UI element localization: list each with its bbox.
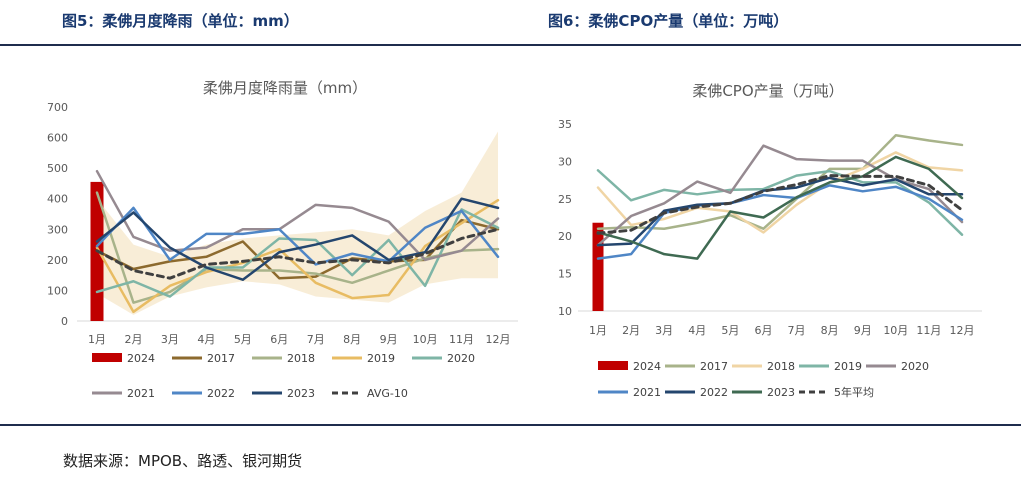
rain-series-line-2022 [95, 206, 500, 266]
rain-x-tick-label: 2月 [124, 333, 142, 346]
cpo-x-tick-label: 4月 [688, 324, 706, 337]
rain-legend-label: 2022 [207, 387, 235, 400]
rain-x-tick-label: 5月 [234, 333, 252, 346]
rain-x-tick-label: 8月 [343, 333, 361, 346]
cpo-legend-swatch [598, 361, 628, 370]
footer-divider [0, 424, 1021, 426]
rain-legend-label: 2020 [447, 352, 475, 365]
cpo-series-line-2023 [596, 155, 964, 260]
cpo-x-tick-label: 10月 [883, 324, 908, 337]
rain-legend-label: 2019 [367, 352, 395, 365]
cpo-legend-label: 2017 [700, 360, 728, 373]
rain-x-tick-label: 9月 [380, 333, 398, 346]
header-divider [0, 44, 1021, 46]
rain-legend-label: 2017 [207, 352, 235, 365]
rain-legend-label: 2021 [127, 387, 155, 400]
cpo-x-tick-label: 9月 [854, 324, 872, 337]
cpo-x-tick-label: 12月 [950, 324, 975, 337]
rain-legend-label: 2024 [127, 352, 155, 365]
rain-y-tick-label: 500 [47, 162, 68, 175]
rain-y-tick-label: 300 [47, 223, 68, 236]
rain-x-tick-label: 3月 [161, 333, 179, 346]
rain-y-tick-label: 200 [47, 254, 68, 267]
rain-x-tick-label: 6月 [270, 333, 288, 346]
cpo-legend-label: 2024 [633, 360, 661, 373]
rain-range-band [97, 131, 498, 315]
figure-5-title: 图5：柔佛月度降雨（单位：mm） [62, 12, 299, 30]
rain-x-tick-label: 4月 [197, 333, 215, 346]
rain-series-line-2023 [95, 197, 500, 281]
rain-y-tick-label: 600 [47, 132, 68, 145]
rain-y-tick-label: 0 [61, 315, 68, 328]
cpo-series-line-2019 [596, 169, 964, 236]
cpo-y-tick-label: 20 [558, 230, 572, 243]
cpo-legend-label: 2018 [767, 360, 795, 373]
cpo-legend-label: 2020 [901, 360, 929, 373]
rain-x-tick-label: 1月 [88, 333, 106, 346]
rain-chart-title: 柔佛月度降雨量（mm） [203, 79, 367, 97]
cpo-x-tick-label: 8月 [821, 324, 839, 337]
cpo-legend-label: 2022 [700, 386, 728, 399]
cpo-legend-label: 2019 [834, 360, 862, 373]
rain-y-tick-label: 400 [47, 193, 68, 206]
rain-y-tick-label: 700 [47, 101, 68, 114]
cpo-legend-label: 2021 [633, 386, 661, 399]
rain-series-line-2017 [95, 218, 500, 280]
cpo-series-line-2021 [596, 184, 964, 260]
rain-legend-swatch [92, 353, 122, 362]
rain-legend-label: 2018 [287, 352, 315, 365]
cpo-x-tick-label: 6月 [754, 324, 772, 337]
figure-6-title: 图6：柔佛CPO产量（单位：万吨） [548, 12, 789, 30]
cpo-x-tick-label: 11月 [916, 324, 941, 337]
cpo-series-line-5年平均 [596, 174, 964, 235]
cpo-series-line-2017 [596, 133, 964, 230]
rain-x-tick-label: 12月 [486, 333, 511, 346]
cpo-y-tick-label: 25 [558, 193, 572, 206]
cpo-chart-title: 柔佛CPO产量（万吨） [692, 82, 843, 100]
rain-y-tick-label: 100 [47, 284, 68, 297]
cpo-y-tick-label: 10 [558, 305, 572, 318]
cpo-y-tick-label: 35 [558, 118, 572, 131]
rain-series-line-AVG-10 [95, 227, 500, 280]
rain-series-line-2020 [95, 208, 500, 298]
rain-legend-label: 2023 [287, 387, 315, 400]
rain-x-tick-label: 11月 [449, 333, 474, 346]
cpo-x-tick-label: 3月 [655, 324, 673, 337]
rain-series-line-2021 [95, 169, 500, 262]
cpo-y-tick-label: 15 [558, 268, 572, 281]
rain-x-tick-label: 10月 [413, 333, 438, 346]
cpo-x-tick-label: 1月 [589, 324, 607, 337]
cpo-x-tick-label: 7月 [788, 324, 806, 337]
cpo-legend-label: 2023 [767, 386, 795, 399]
cpo-bar-2024 [592, 222, 604, 311]
cpo-y-tick-label: 30 [558, 155, 572, 168]
cpo-x-tick-label: 2月 [622, 324, 640, 337]
cpo-legend-label: 5年平均 [834, 385, 874, 399]
cpo-x-tick-label: 5月 [721, 324, 739, 337]
source-note: 数据来源：MPOB、路透、银河期货 [63, 452, 303, 470]
rain-x-tick-label: 7月 [307, 333, 325, 346]
rain-legend-label: AVG-10 [367, 387, 408, 400]
